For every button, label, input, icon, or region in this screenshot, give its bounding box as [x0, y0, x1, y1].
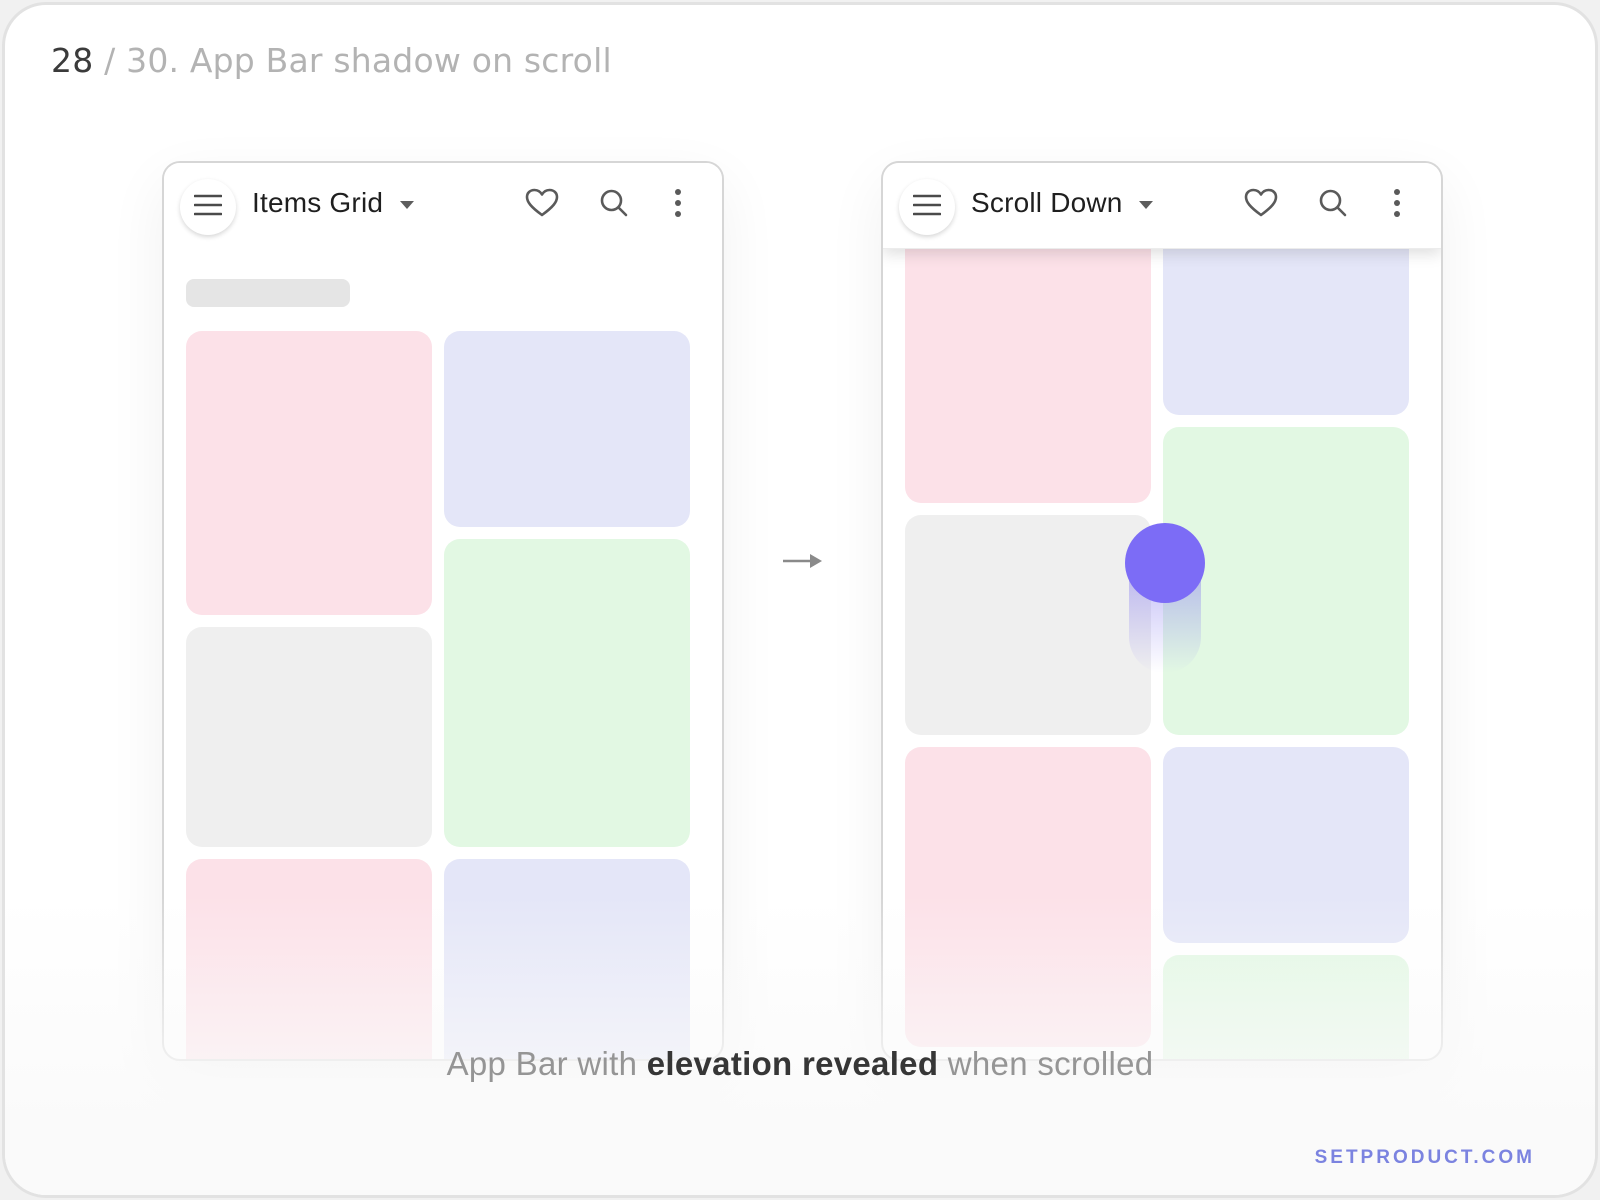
search-button[interactable]	[1313, 185, 1353, 225]
heart-icon	[525, 188, 559, 222]
grid-item[interactable]	[444, 859, 690, 1059]
more-button[interactable]	[1377, 185, 1417, 225]
grid-item[interactable]	[186, 627, 432, 847]
caption-part-3: when scrolled	[938, 1045, 1154, 1082]
grid-item[interactable]	[1163, 427, 1409, 735]
grid-item[interactable]	[1163, 747, 1409, 943]
more-button[interactable]	[658, 185, 698, 225]
skeleton-heading	[186, 279, 350, 307]
chevron-down-icon[interactable]	[1139, 201, 1153, 209]
app-bar-title: Items Grid	[252, 187, 384, 218]
brand-link[interactable]: SETPRODUCT.COM	[1314, 1147, 1535, 1168]
app-bar: Items Grid	[164, 163, 722, 249]
grid-item[interactable]	[1163, 955, 1409, 1059]
chevron-down-icon[interactable]	[400, 201, 414, 209]
menu-button[interactable]	[899, 179, 955, 235]
slide-number: 28	[51, 41, 94, 80]
heart-icon	[1244, 188, 1278, 222]
menu-icon	[912, 194, 942, 220]
grid-item[interactable]	[905, 203, 1151, 503]
slide-heading: / 30. App Bar shadow on scroll	[104, 41, 612, 80]
menu-button[interactable]	[180, 179, 236, 235]
slide-title: 28 / 30. App Bar shadow on scroll	[51, 41, 612, 80]
swipe-gesture-indicator	[1125, 523, 1205, 683]
favorite-button[interactable]	[1241, 185, 1281, 225]
touch-point	[1125, 523, 1205, 603]
caption-highlight: elevation revealed	[646, 1045, 939, 1082]
search-icon	[1318, 188, 1348, 222]
grid-item[interactable]	[186, 859, 432, 1059]
grid-item[interactable]	[444, 331, 690, 527]
more-vert-icon	[1392, 188, 1402, 222]
search-button[interactable]	[594, 185, 634, 225]
caption-part-1: App Bar with	[446, 1045, 647, 1082]
phone-after-scroll: Scroll Down	[881, 161, 1443, 1061]
menu-icon	[193, 194, 223, 220]
grid-item[interactable]	[186, 331, 432, 615]
grid-item[interactable]	[905, 747, 1151, 1047]
grid-item[interactable]	[444, 539, 690, 847]
phone-before-scroll: Items Grid	[162, 161, 724, 1061]
arrow-right-icon	[782, 552, 824, 574]
search-icon	[599, 188, 629, 222]
app-bar-title: Scroll Down	[971, 187, 1123, 218]
caption: App Bar with elevation revealed when scr…	[5, 1045, 1595, 1083]
more-vert-icon	[673, 188, 683, 222]
favorite-button[interactable]	[522, 185, 562, 225]
app-bar-elevated: Scroll Down	[883, 163, 1441, 249]
grid-item[interactable]	[905, 515, 1151, 735]
